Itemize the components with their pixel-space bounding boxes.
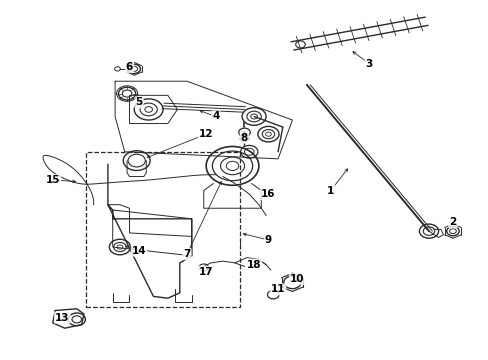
Text: 15: 15 xyxy=(45,175,60,185)
Text: 16: 16 xyxy=(261,189,275,199)
Text: 14: 14 xyxy=(131,246,146,256)
Text: 4: 4 xyxy=(212,112,219,121)
Text: 11: 11 xyxy=(270,284,285,294)
Text: 3: 3 xyxy=(365,59,372,68)
Bar xyxy=(86,152,239,307)
Text: 7: 7 xyxy=(183,249,190,259)
Text: 13: 13 xyxy=(55,312,69,323)
Text: 2: 2 xyxy=(448,217,456,227)
Text: 1: 1 xyxy=(326,186,334,195)
Text: 6: 6 xyxy=(125,62,133,72)
Text: 9: 9 xyxy=(264,235,271,245)
Text: 17: 17 xyxy=(199,267,213,277)
Text: 5: 5 xyxy=(135,98,142,107)
Text: 18: 18 xyxy=(246,260,261,270)
Text: 8: 8 xyxy=(241,133,247,143)
Text: 12: 12 xyxy=(199,129,213,139)
Text: 10: 10 xyxy=(289,274,304,284)
